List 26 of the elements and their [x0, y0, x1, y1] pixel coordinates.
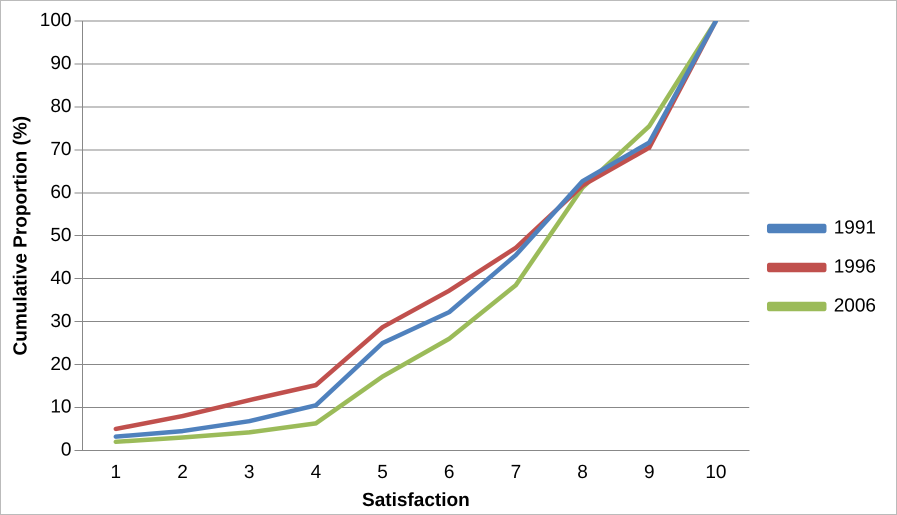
y-tick-label: 70 [50, 139, 72, 160]
legend-label: 2006 [834, 296, 876, 317]
x-tick-label: 4 [310, 462, 322, 484]
y-tick-label: 100 [40, 10, 72, 32]
y-tick-label: 30 [50, 310, 72, 332]
y-tick-label: 80 [50, 96, 72, 118]
legend-label: 1996 [834, 256, 876, 278]
legend-label: 1991 [834, 218, 876, 239]
x-tick-label: 2 [177, 462, 188, 484]
x-axis-title: Satisfaction [362, 490, 470, 511]
x-tick-label: 5 [377, 462, 388, 484]
x-tick-label: 6 [444, 462, 454, 484]
x-tick-label: 8 [577, 462, 588, 484]
y-tick-label: 0 [60, 440, 72, 461]
y-tick-label: 50 [50, 224, 72, 246]
x-tick-label: 7 [510, 462, 522, 484]
x-tick-label: 9 [644, 462, 655, 484]
x-tick-label: 10 [705, 462, 726, 484]
y-tick-label: 90 [50, 53, 72, 74]
x-tick-label: 3 [244, 462, 254, 484]
x-tick-label: 1 [110, 462, 122, 484]
y-tick-label: 40 [50, 268, 72, 289]
y-tick-label: 60 [50, 182, 72, 203]
y-tick-label: 20 [50, 354, 72, 375]
y-tick-label: 10 [50, 396, 72, 418]
y-axis-title: Cumulative Proportion (%) [10, 116, 32, 356]
